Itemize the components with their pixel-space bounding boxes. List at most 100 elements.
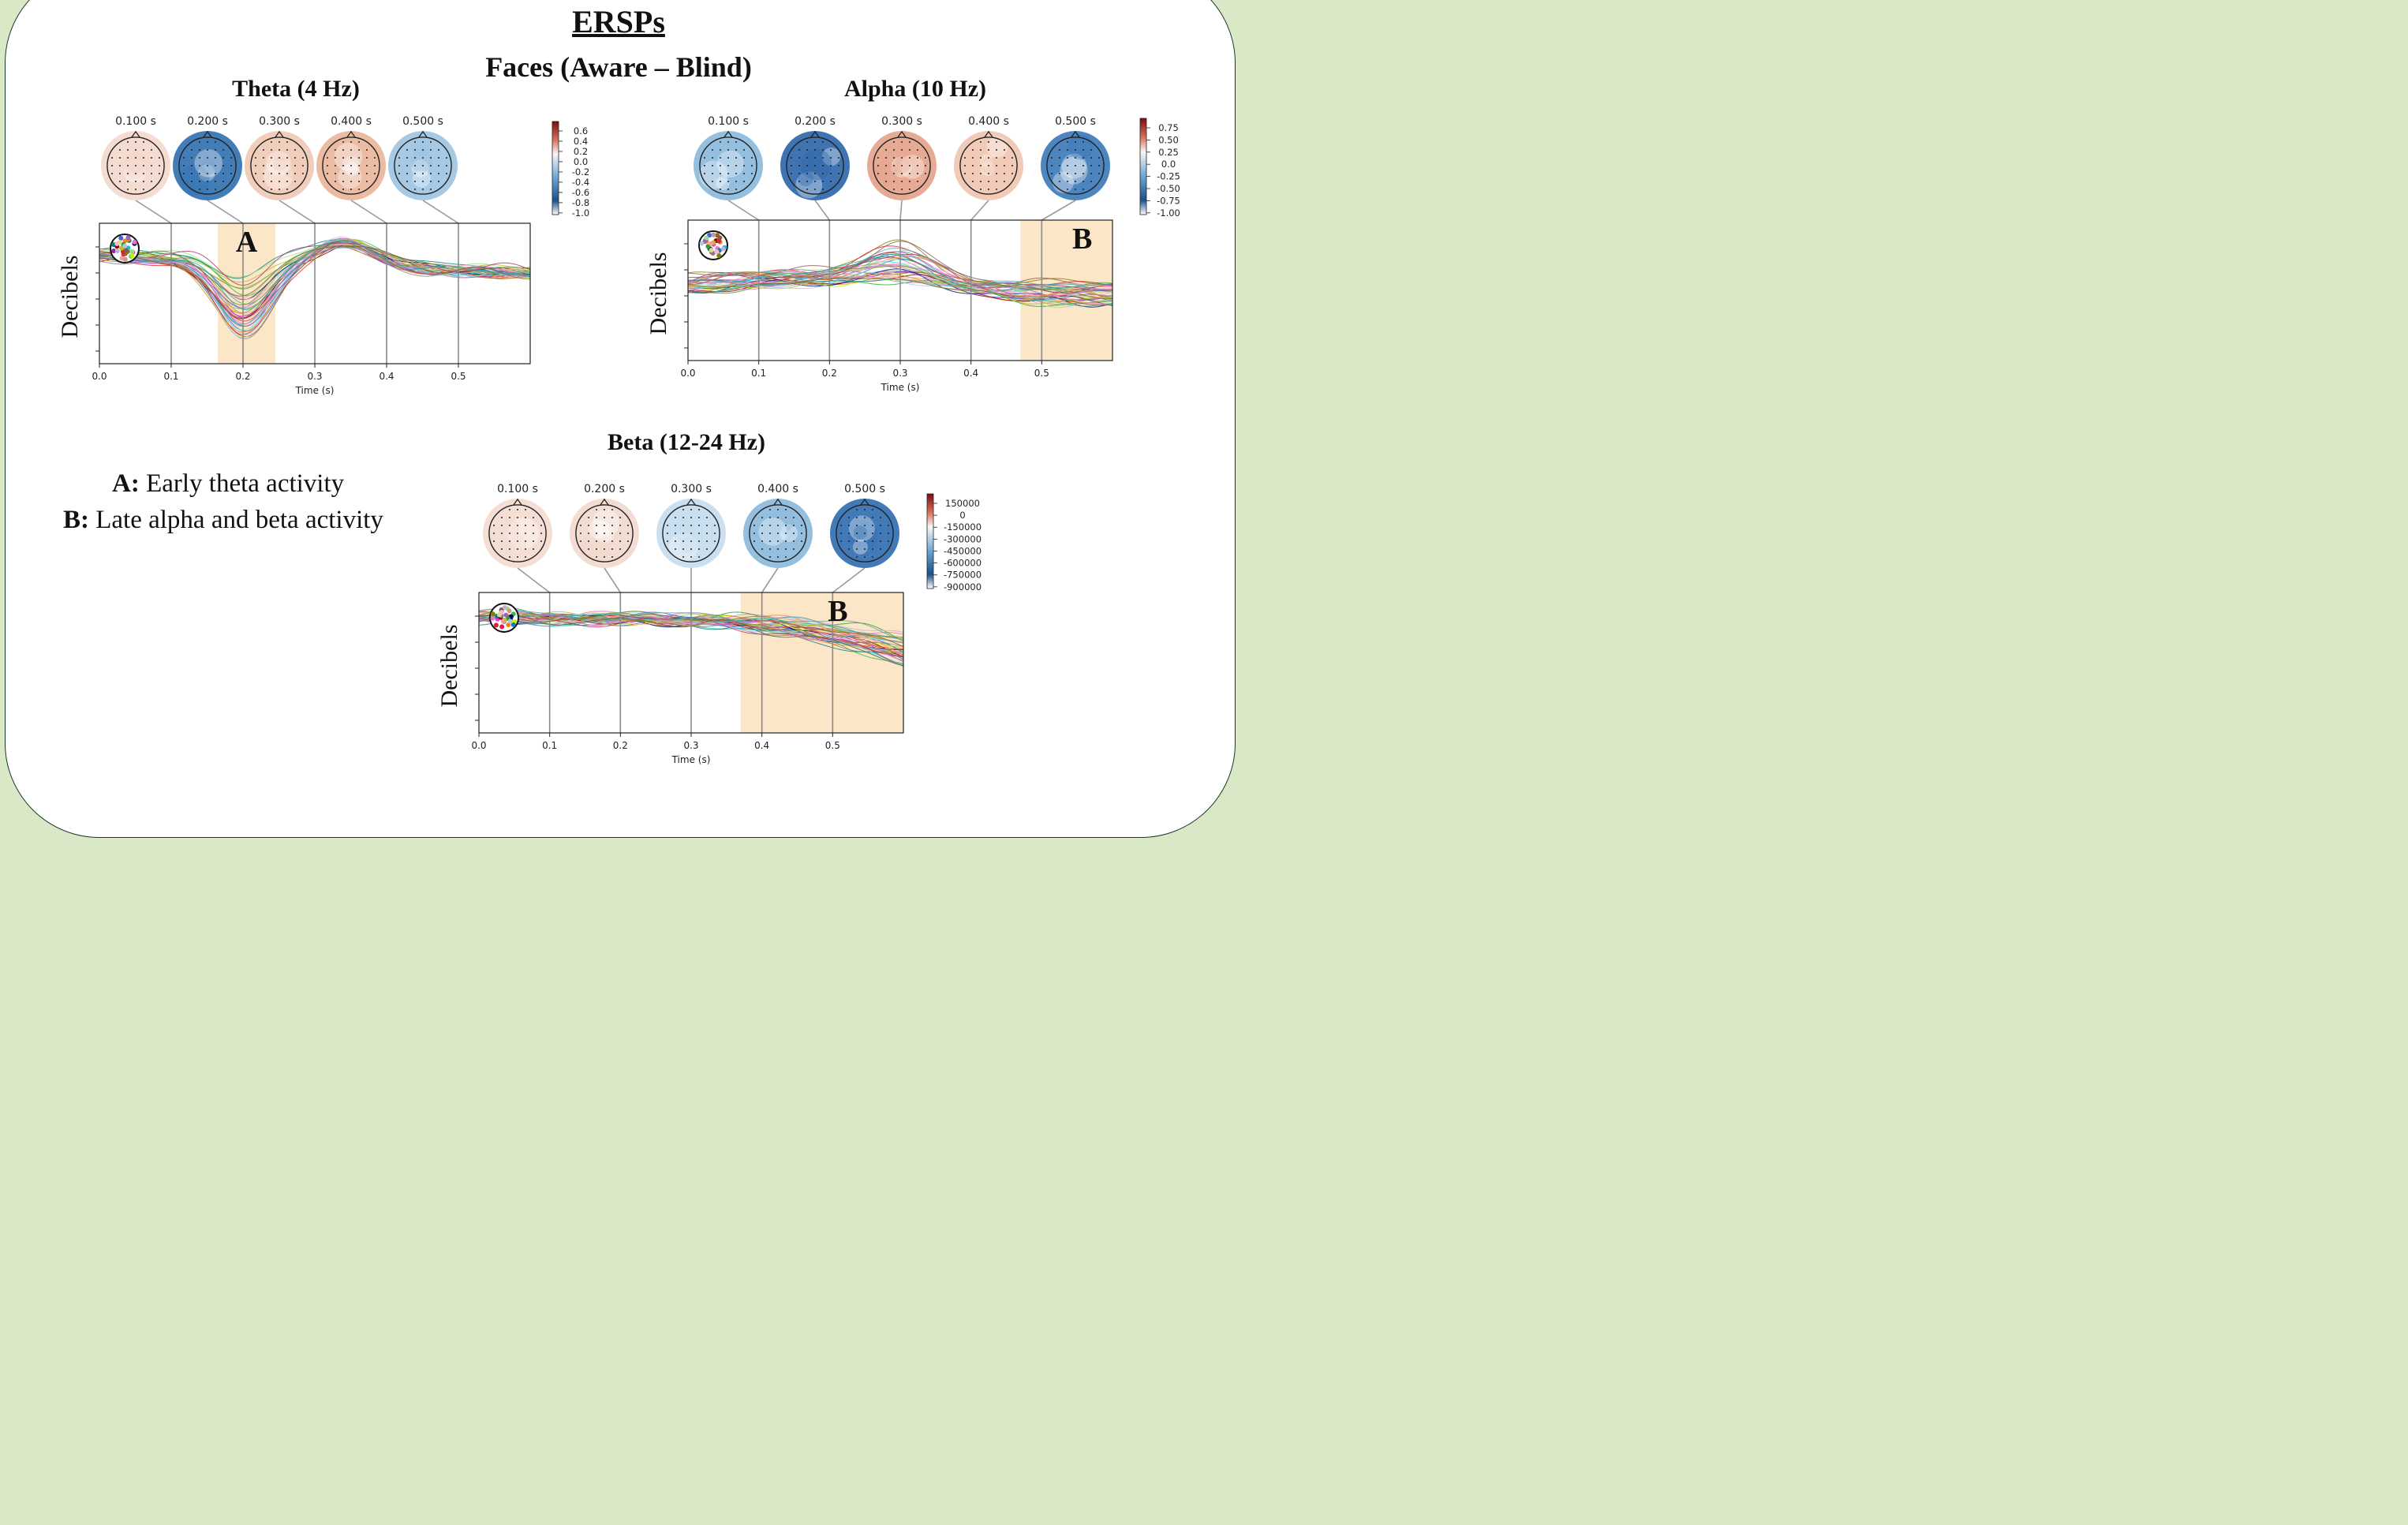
topomap-connector	[135, 200, 172, 224]
topomap-sensor	[682, 556, 684, 558]
topomap-sensor	[199, 141, 200, 143]
legend-item-a: A: Early theta activity	[112, 469, 345, 498]
topomap-sensor	[1082, 173, 1084, 174]
topomap-sensor	[735, 173, 737, 174]
topomap-sensor	[596, 517, 597, 518]
topomap-sensor	[525, 556, 526, 558]
sensor-dot	[716, 253, 722, 259]
topomap-sensor	[127, 173, 129, 174]
topomap-blob	[768, 525, 786, 543]
topomap-blob	[588, 519, 608, 540]
topomap-sensor	[406, 149, 408, 151]
topomap-sensor	[864, 556, 866, 558]
topomap-sensor	[422, 157, 424, 159]
topomap-sensor	[199, 165, 200, 166]
topomap-sensor	[207, 157, 208, 159]
topomap-blob	[979, 154, 993, 168]
topomap-sensor	[727, 165, 729, 166]
topomap-sensor	[777, 525, 779, 526]
topomap-sensor	[806, 149, 808, 151]
topomap-sensor	[720, 181, 721, 182]
topomap-sensor	[493, 525, 495, 526]
topomap-sensor	[727, 141, 729, 143]
topomap-sensor	[785, 540, 787, 542]
sensor-dot	[704, 235, 709, 241]
topomap-sensor	[159, 173, 160, 174]
topomap-blob	[334, 143, 363, 171]
topomap-sensor	[901, 165, 903, 166]
highlight-label: A	[236, 226, 258, 259]
topomap-sensor	[350, 181, 352, 182]
topomap-connector	[832, 567, 866, 593]
topomap-sensor	[207, 149, 208, 151]
topomap-sensor	[611, 548, 613, 550]
topomap-sensor	[366, 165, 368, 166]
topomap-time-label: 0.300 s	[881, 115, 922, 128]
topomap-sensor	[191, 165, 193, 166]
topomap-sensor	[925, 165, 926, 166]
beta-chart: 0.0 0.1 0.2 0.3 0.4 0.5 Time (s) Decibels B 0.100…	[436, 483, 982, 765]
topomap-sensor	[909, 181, 910, 182]
sensor-dot	[709, 248, 714, 253]
topomap-sensor	[777, 509, 779, 510]
topomap-sensor	[215, 173, 216, 174]
topomap-sensor	[335, 165, 336, 166]
topomap-sensor	[682, 540, 684, 542]
topomap-connector	[1041, 200, 1076, 221]
topomap-sensor	[358, 189, 360, 190]
topomap-sensor	[111, 165, 113, 166]
topomap-sensor	[509, 556, 510, 558]
topomap-sensor	[901, 149, 903, 151]
topomap-sensor	[414, 173, 416, 174]
topomap-blob	[266, 151, 291, 176]
colorbar-tick-label: -450000	[944, 545, 982, 556]
topomap-sensor	[525, 533, 526, 534]
topomap-sensor	[183, 157, 185, 159]
topomap-sensor	[777, 533, 779, 534]
topomap-sensor	[964, 165, 966, 166]
topomap-sensor	[438, 173, 439, 174]
topomap-sensor	[199, 173, 200, 174]
topomap-time-label: 0.400 s	[968, 115, 1009, 128]
topomap-sensor	[806, 157, 808, 159]
topomap-sensor	[135, 157, 136, 159]
sensor-dot	[118, 235, 124, 241]
topomap-sensor	[1059, 173, 1060, 174]
topomap-sensor	[769, 540, 771, 542]
topomap-sensor	[901, 157, 903, 159]
topomap-sensor	[706, 540, 708, 542]
topomap-sensor	[207, 141, 208, 143]
topomap-connector	[814, 200, 830, 221]
x-tick-label: 0.3	[307, 371, 322, 382]
topomap-sensor	[893, 181, 895, 182]
topomap-sensor	[255, 173, 256, 174]
topomap-blob	[680, 536, 697, 554]
topomap-sensor	[888, 533, 889, 534]
topomap-sensor	[438, 149, 439, 151]
topomap-sensor	[1059, 149, 1060, 151]
topomap-time-label: 0.200 s	[795, 115, 836, 128]
topomap-sensor	[1075, 141, 1076, 143]
topomap-sensor	[1011, 173, 1013, 174]
x-tick-label: 0.5	[1034, 368, 1049, 379]
topomap-sensor	[398, 173, 400, 174]
topomap-sensor	[838, 173, 839, 174]
topomap-sensor	[191, 149, 193, 151]
topomap-blob	[123, 150, 146, 174]
topomap-sensor	[735, 189, 737, 190]
topomap-sensor	[667, 540, 668, 542]
topomap-connector	[761, 567, 779, 593]
topomap-sensor	[996, 157, 997, 159]
topomap-sensor	[1098, 165, 1100, 166]
topomap-sensor	[806, 181, 808, 182]
topomap-sensor	[596, 533, 597, 534]
topomap-sensor	[222, 173, 224, 174]
topomap-sensor	[848, 533, 850, 534]
topomap-sensor	[888, 540, 889, 542]
colorbar-tick-label: -1.0	[572, 207, 589, 219]
topomap-sensor	[988, 141, 989, 143]
topomap-sensor	[143, 141, 144, 143]
topomap-sensor	[111, 157, 113, 159]
topomap-nose	[686, 498, 696, 506]
topomap-sensor	[856, 548, 858, 550]
